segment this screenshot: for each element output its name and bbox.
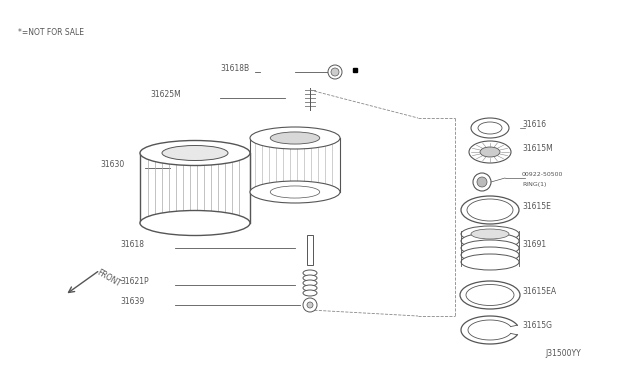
Ellipse shape (480, 147, 500, 157)
Circle shape (307, 302, 313, 308)
Text: 31621P: 31621P (120, 276, 148, 285)
Text: 31615G: 31615G (522, 321, 552, 330)
Text: 31618: 31618 (120, 240, 144, 248)
Ellipse shape (461, 226, 519, 242)
Ellipse shape (461, 233, 519, 249)
Ellipse shape (478, 122, 502, 134)
Ellipse shape (461, 254, 519, 270)
Ellipse shape (303, 270, 317, 276)
Text: 31639: 31639 (120, 296, 144, 305)
Ellipse shape (461, 240, 519, 256)
Text: 31618B: 31618B (220, 64, 249, 73)
Ellipse shape (303, 285, 317, 291)
Ellipse shape (467, 199, 513, 221)
Ellipse shape (140, 141, 250, 166)
Ellipse shape (303, 290, 317, 296)
Ellipse shape (466, 285, 514, 305)
Text: 31691: 31691 (522, 240, 546, 248)
Ellipse shape (250, 181, 340, 203)
Ellipse shape (460, 281, 520, 309)
Text: FRONT: FRONT (95, 267, 122, 288)
Ellipse shape (162, 145, 228, 160)
Text: 31630: 31630 (100, 160, 124, 169)
Circle shape (331, 68, 339, 76)
Text: J31500YY: J31500YY (545, 349, 580, 358)
Ellipse shape (461, 247, 519, 263)
Text: 31616: 31616 (522, 119, 546, 128)
Circle shape (303, 298, 317, 312)
Ellipse shape (250, 127, 340, 149)
Text: *=NOT FOR SALE: *=NOT FOR SALE (18, 28, 84, 37)
Bar (307, 235, 313, 265)
Ellipse shape (469, 141, 511, 163)
Text: 31615EA: 31615EA (522, 286, 556, 295)
Ellipse shape (471, 229, 509, 239)
Text: 31615E: 31615E (522, 202, 551, 211)
Circle shape (473, 173, 491, 191)
Circle shape (328, 65, 342, 79)
Ellipse shape (270, 186, 320, 198)
Ellipse shape (270, 132, 320, 144)
Ellipse shape (303, 275, 317, 281)
Ellipse shape (303, 280, 317, 286)
Text: 00922-50500: 00922-50500 (522, 171, 563, 176)
Ellipse shape (461, 196, 519, 224)
Ellipse shape (140, 211, 250, 235)
Text: 31625M: 31625M (150, 90, 180, 99)
Ellipse shape (471, 118, 509, 138)
Text: RING(1): RING(1) (522, 182, 547, 186)
Text: 31615M: 31615M (522, 144, 553, 153)
Circle shape (477, 177, 487, 187)
